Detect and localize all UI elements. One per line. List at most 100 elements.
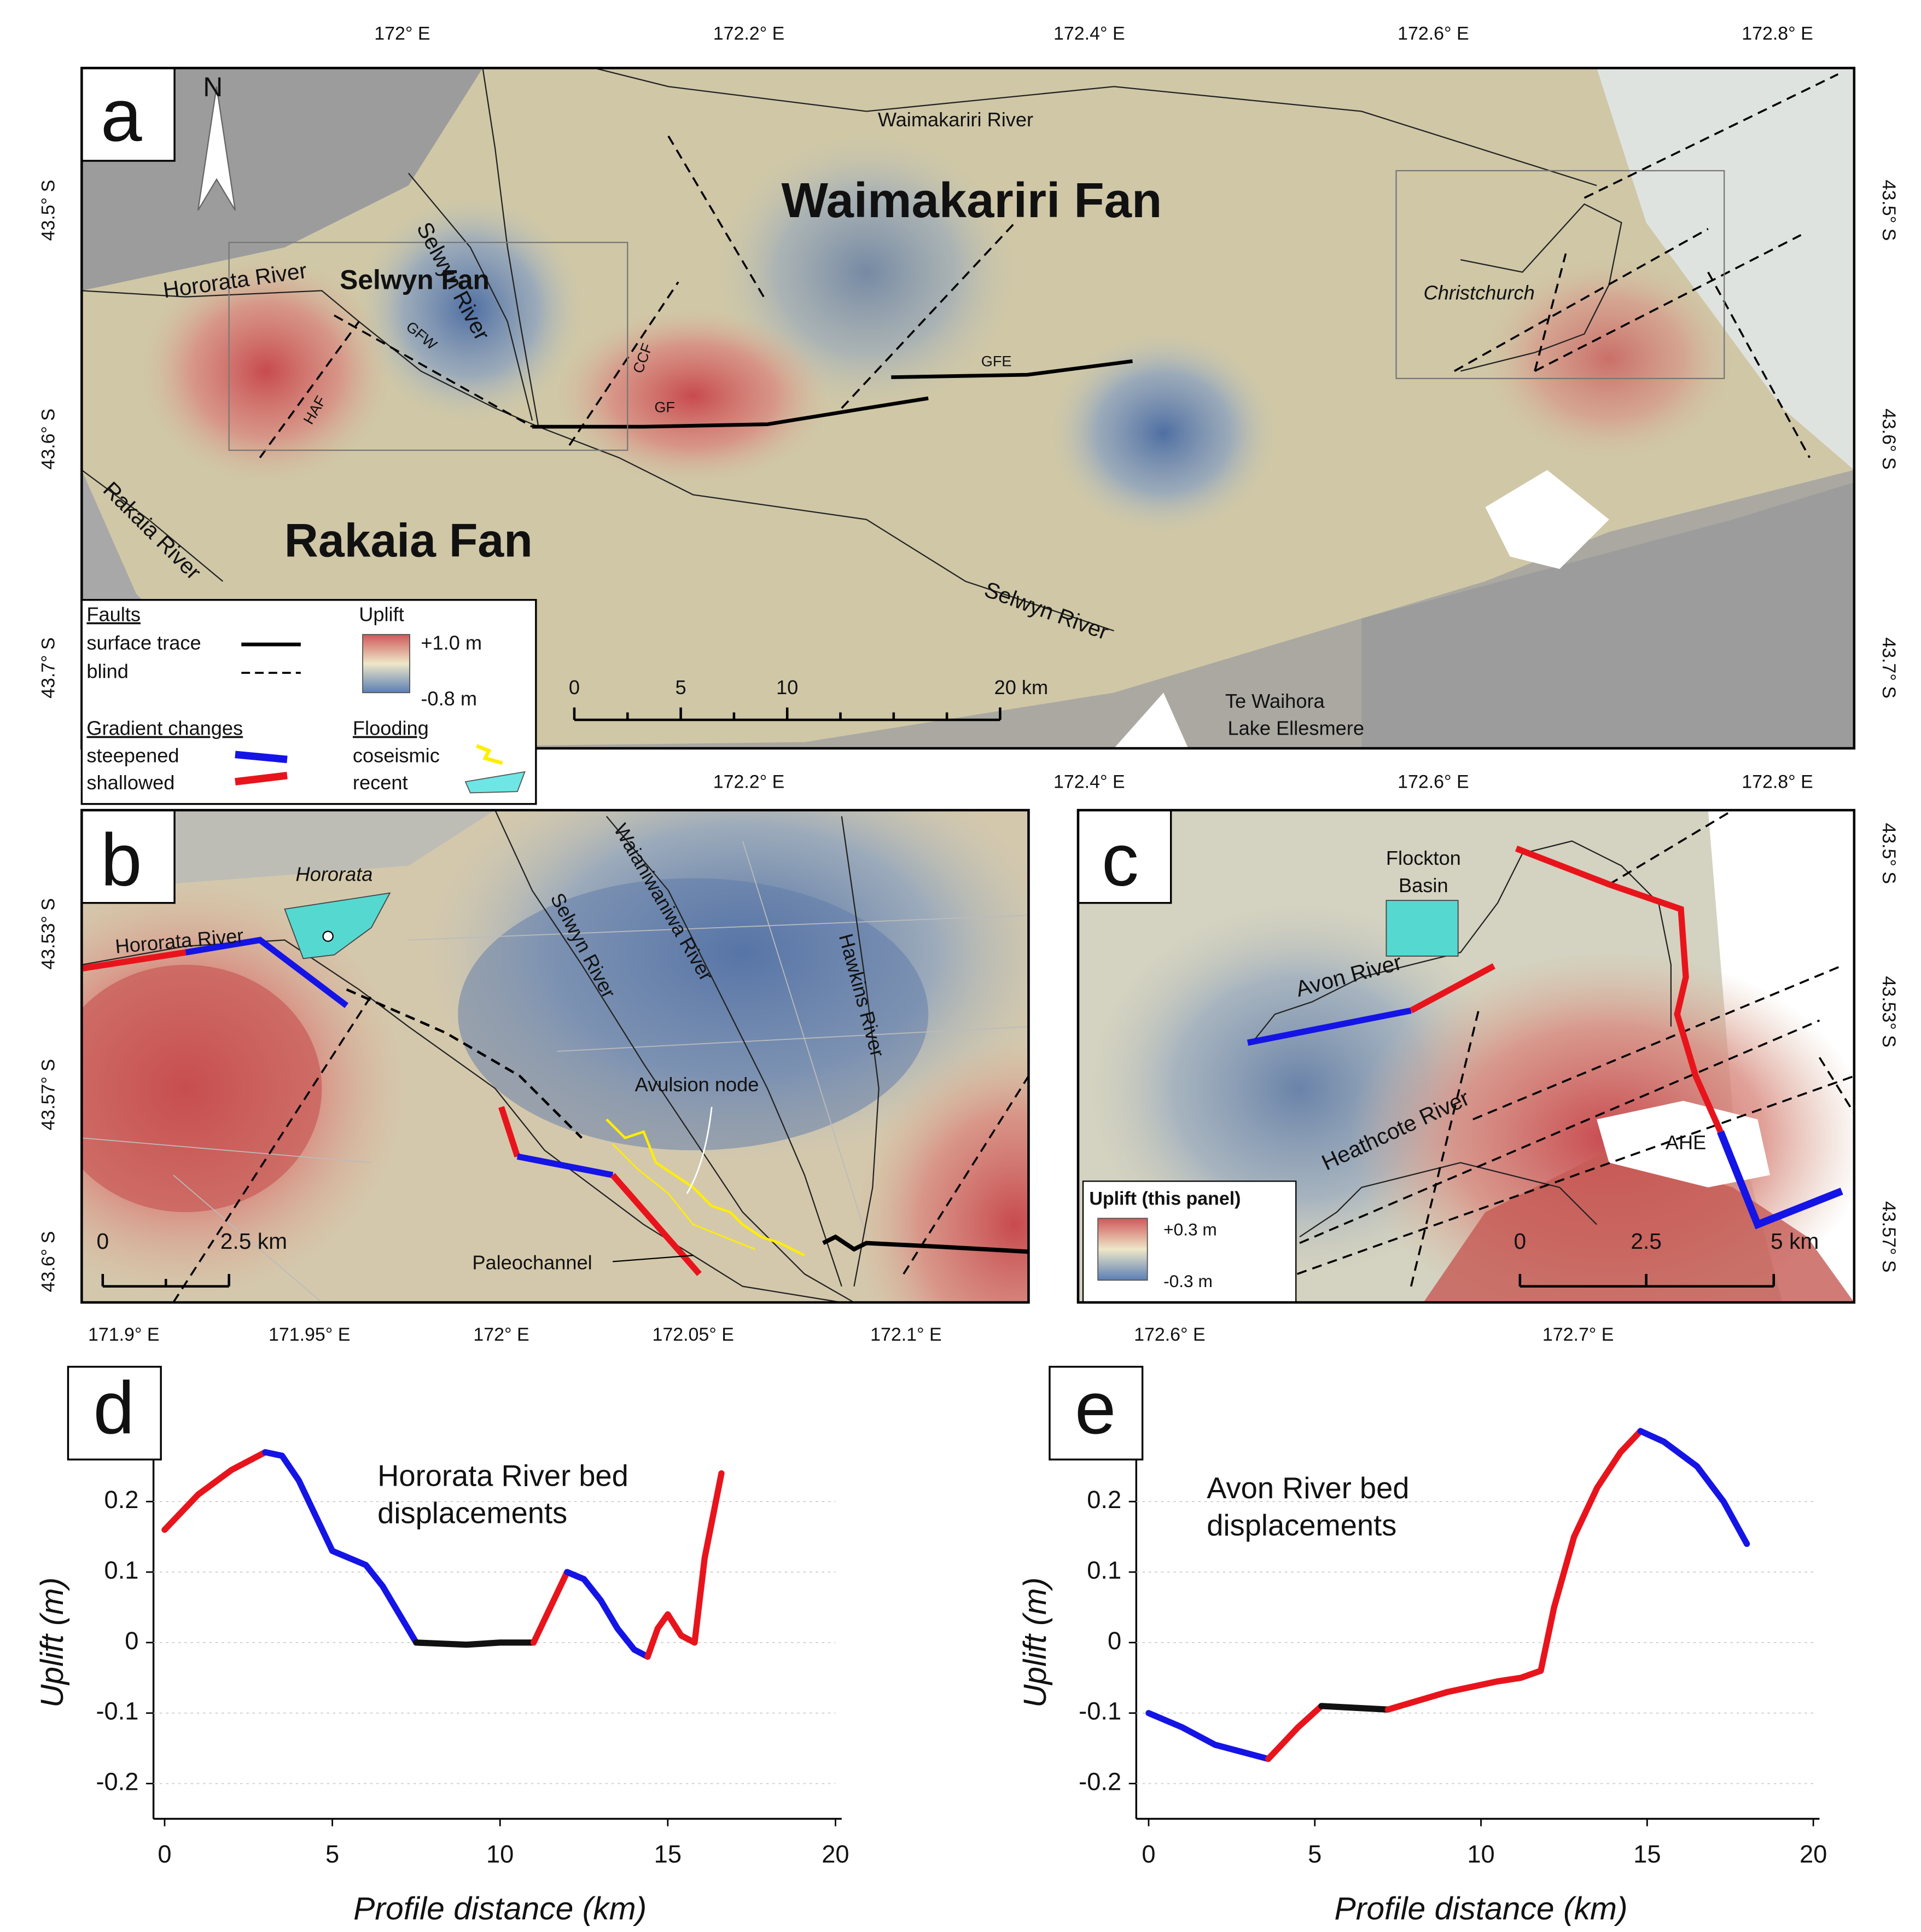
legend-label: Gradient changes xyxy=(86,717,243,740)
scale-label: 5 km xyxy=(1771,1229,1819,1254)
legend-label: coseismic xyxy=(353,744,440,766)
longitude-label: 172.8° E xyxy=(1742,771,1813,792)
x-tick-label: 20 xyxy=(822,1840,849,1868)
x-tick-label: 0 xyxy=(1142,1840,1155,1868)
legend-label: -0.8 m xyxy=(421,687,477,709)
scale-label: 0 xyxy=(96,1229,109,1254)
latitude-label: 43.6° S xyxy=(38,409,59,470)
longitude-label: 172.6° E xyxy=(1134,1324,1206,1345)
chart-title: Hororata River bed xyxy=(377,1459,628,1492)
latitude-label: 43.53° S xyxy=(1878,976,1899,1047)
y-axis-label: Uplift (m) xyxy=(1017,1578,1053,1708)
longitude-label: 172.6° E xyxy=(1398,23,1469,44)
legend-label: Flooding xyxy=(353,717,429,740)
y-tick-label: -0.2 xyxy=(1079,1768,1121,1796)
longitude-label: 172.2° E xyxy=(713,23,785,44)
longitude-label: 172.1° E xyxy=(870,1324,942,1345)
legend-label: +0.3 m xyxy=(1163,1219,1217,1239)
x-tick-label: 5 xyxy=(1308,1840,1322,1868)
place-label: Avulsion node xyxy=(635,1073,759,1096)
legend-label: +1.0 m xyxy=(421,632,482,654)
place-label: Waimakariri Fan xyxy=(781,173,1162,228)
line-segment xyxy=(644,1470,725,1660)
longitude-label: 172.6° E xyxy=(1398,771,1469,792)
panel-label: a xyxy=(101,73,142,156)
latitude-label: 43.5° S xyxy=(38,180,59,241)
y-tick-label: 0.2 xyxy=(104,1486,139,1514)
x-tick-label: 5 xyxy=(325,1840,339,1868)
map-c xyxy=(1078,810,1854,1303)
scale-label: 2.5 xyxy=(1631,1229,1662,1254)
y-tick-label: 0 xyxy=(1108,1627,1121,1655)
line-segment xyxy=(1318,1703,1392,1713)
panel-label-box xyxy=(1049,1365,1144,1460)
latitude-label: 43.53° S xyxy=(38,898,59,969)
longitude-label: 172.2° E xyxy=(713,771,785,792)
place-label: Christchurch xyxy=(1424,282,1535,304)
longitude-label: 172.05° E xyxy=(653,1324,734,1345)
map-frame xyxy=(1076,808,1856,1304)
north-arrow: N xyxy=(203,72,223,102)
place-label: Basin xyxy=(1399,874,1448,897)
x-tick-label: 0 xyxy=(158,1840,171,1868)
place-label: Flockton xyxy=(1386,847,1461,869)
chart-title: displacements xyxy=(1207,1509,1396,1542)
line-segment xyxy=(1145,1710,1272,1762)
place-label: Selwyn Fan xyxy=(340,265,490,295)
y-tick-label: -0.1 xyxy=(1079,1697,1121,1725)
y-axis-label: Uplift (m) xyxy=(34,1578,70,1708)
longitude-label: 172° E xyxy=(473,1324,529,1345)
legend-label: -0.3 m xyxy=(1163,1271,1213,1291)
place-label: GFE xyxy=(981,353,1012,370)
legend-label: blind xyxy=(86,660,128,683)
longitude-label: 172.7° E xyxy=(1542,1324,1614,1345)
y-tick-label: 0.1 xyxy=(104,1556,139,1584)
line-segment xyxy=(161,1449,269,1533)
place-label: AHE xyxy=(1666,1131,1706,1154)
legend-label: shallowed xyxy=(86,771,174,794)
line-segment xyxy=(530,1569,571,1646)
place-label: Te Waihora xyxy=(1225,690,1325,712)
scale-label: 5 xyxy=(676,676,686,699)
map-frame xyxy=(80,67,1856,750)
x-tick-label: 10 xyxy=(1467,1840,1494,1868)
x-tick-label: 15 xyxy=(1633,1840,1661,1868)
y-tick-label: 0.1 xyxy=(1087,1556,1121,1584)
latitude-label: 43.6° S xyxy=(1878,409,1899,470)
latitude-label: 43.5° S xyxy=(1878,823,1899,884)
y-tick-label: -0.2 xyxy=(96,1768,138,1796)
line-segment xyxy=(413,1639,537,1648)
panel-label: d xyxy=(93,1366,135,1449)
scale-label: 0 xyxy=(1514,1229,1527,1254)
panel-label-box xyxy=(67,1365,162,1460)
place-label: Hororata xyxy=(296,863,373,886)
y-tick-label: 0.2 xyxy=(1087,1486,1121,1514)
line-segment xyxy=(1265,1703,1325,1762)
map-a xyxy=(82,68,1854,749)
legend xyxy=(80,598,537,805)
latitude-label: 43.6° S xyxy=(38,1231,59,1293)
latitude-label: 43.57° S xyxy=(38,1059,59,1130)
latitude-label: 43.5° S xyxy=(1878,180,1899,241)
place-label: GF xyxy=(654,398,675,415)
longitude-label: 171.9° E xyxy=(88,1324,160,1345)
latitude-label: 43.7° S xyxy=(1878,637,1899,699)
x-axis-label: Profile distance (km) xyxy=(353,1891,647,1927)
line-segment xyxy=(1637,1428,1750,1547)
scale-label: 20 km xyxy=(994,676,1049,699)
latitude-label: 43.7° S xyxy=(38,637,59,699)
longitude-label: 172° E xyxy=(374,23,430,44)
longitude-label: 172.4° E xyxy=(1053,771,1125,792)
latitude-label: 43.57° S xyxy=(1878,1201,1899,1272)
panel-label: c xyxy=(1102,818,1139,901)
place-label: Lake Ellesmere xyxy=(1227,717,1364,740)
scale-label: 2.5 km xyxy=(220,1229,287,1254)
place-label: Waimakariri River xyxy=(878,108,1033,131)
scale-label: 10 xyxy=(776,676,798,699)
x-axis-label: Profile distance (km) xyxy=(1335,1891,1628,1927)
legend-label: recent xyxy=(353,771,408,794)
panel-label: b xyxy=(101,818,142,901)
longitude-label: 171.95° E xyxy=(269,1324,350,1345)
legend-label: surface trace xyxy=(86,632,201,654)
